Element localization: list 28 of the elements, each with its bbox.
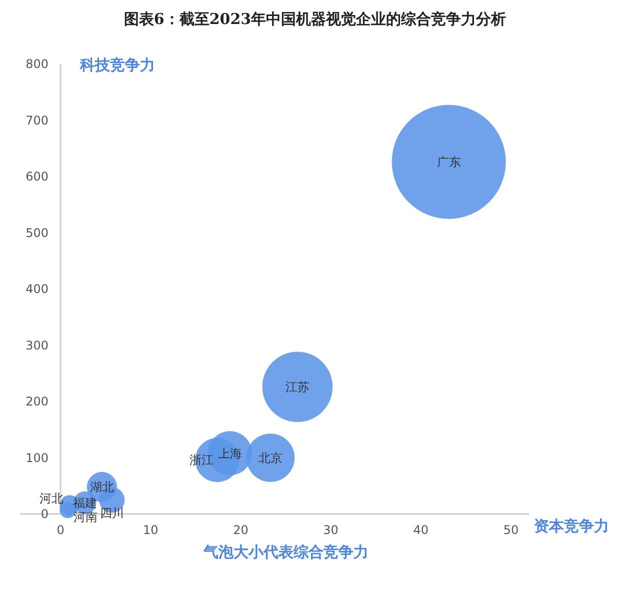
series-label: 河南 [74,510,98,524]
x-tick-label: 50 [503,523,519,537]
x-tick-label: 40 [413,523,429,537]
series-label: 江苏 [285,380,310,394]
y-tick-label: 200 [26,394,49,409]
series-label: 四川 [100,506,124,520]
x-tick-label: 30 [323,523,338,537]
series-label: 上海 [218,446,242,460]
series-label: 广东 [436,155,461,170]
y-tick-label: 300 [26,338,49,352]
y-tick-label: 600 [26,170,49,184]
y-tick-label: 0 [40,507,49,522]
series-label: 福建 [72,496,97,510]
y-tick-label: 400 [26,282,49,296]
x-tick-label: 20 [233,523,248,537]
y-axis-title: 科技竞争力 [79,56,155,74]
x-axis-title: 资本竞争力 [534,517,609,535]
series-label: 河北 [40,491,64,506]
y-tick-label: 700 [26,113,49,128]
x-tick-label: 0 [56,523,64,537]
y-tick-label: 100 [26,450,49,465]
y-tick-label: 500 [26,226,49,240]
x-tick-label: 10 [142,523,158,537]
chart-title: 图表6：截至2023年中国机器视觉企业的综合竞争力分析 [124,10,506,28]
y-tick-label: 800 [26,57,49,72]
series-label: 湖北 [90,480,114,494]
series-label: 北京 [258,450,282,465]
text: 气泡大小代表综合竞争力 [202,543,368,561]
